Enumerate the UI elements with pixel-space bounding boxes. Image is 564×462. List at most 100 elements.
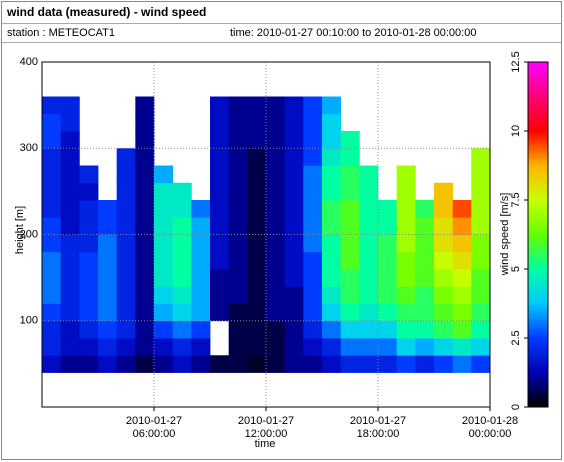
heat-cell (303, 355, 323, 373)
heat-cell (79, 355, 99, 373)
heat-cell (42, 200, 62, 218)
heat-cell (191, 234, 211, 253)
heat-cell (191, 303, 211, 322)
heat-cell (135, 286, 155, 304)
x-tick-label: 2010-01-28 00:00:00 (462, 415, 518, 440)
heat-cell (172, 251, 192, 270)
heat-cell (340, 148, 360, 166)
heat-cell (471, 320, 491, 339)
heat-cell (322, 251, 342, 270)
heat-cell (396, 182, 416, 201)
heat-cell (434, 269, 454, 287)
x-axis-label: time (255, 438, 276, 450)
heat-cell (228, 217, 248, 235)
heat-cell (60, 286, 80, 304)
heat-cell (322, 165, 342, 184)
heat-cell (247, 320, 267, 339)
heat-cell (116, 269, 136, 287)
heat-cell (284, 131, 304, 149)
heat-cell (116, 200, 136, 218)
heat-cell (471, 269, 491, 287)
heat-cell (135, 113, 155, 132)
heat-cell (79, 165, 99, 184)
heat-cell (266, 286, 286, 304)
heat-cell (284, 251, 304, 270)
heat-cell (359, 269, 379, 287)
heat-cell (359, 182, 379, 201)
heat-cell (210, 165, 230, 184)
heat-cell (284, 320, 304, 339)
heat-cell (247, 286, 267, 304)
heat-cell (60, 113, 80, 132)
heat-cell (434, 286, 454, 304)
heat-cell (228, 96, 248, 115)
heat-cell (60, 251, 80, 270)
heat-cell (191, 286, 211, 304)
heat-cell (228, 234, 248, 253)
heat-cell (378, 338, 398, 356)
heat-cell (340, 338, 360, 356)
heat-cell (154, 251, 174, 270)
heat-cell (228, 320, 248, 339)
heat-cell (210, 200, 230, 218)
heat-cell (322, 303, 342, 322)
heat-cell (266, 217, 286, 235)
heat-cell (247, 165, 267, 184)
heat-cell (135, 165, 155, 184)
heat-cell (284, 148, 304, 166)
heat-cell (154, 320, 174, 339)
heat-cell (210, 355, 230, 373)
heat-cell (135, 131, 155, 149)
heat-cell (135, 355, 155, 373)
heat-cell (60, 148, 80, 166)
heat-cell (303, 217, 323, 235)
heat-cell (378, 251, 398, 270)
heat-cell (60, 303, 80, 322)
heat-cell (340, 286, 360, 304)
heat-cell (415, 303, 435, 322)
heat-cell (228, 200, 248, 218)
heat-cell (79, 320, 99, 339)
heat-cell (359, 217, 379, 235)
heat-cell (60, 338, 80, 356)
heat-cell (266, 200, 286, 218)
heat-cell (434, 251, 454, 270)
heat-cell (322, 320, 342, 339)
heat-cell (98, 286, 118, 304)
heat-cell (266, 165, 286, 184)
heat-cell (434, 320, 454, 339)
heat-cell (42, 182, 62, 201)
heat-cell (79, 200, 99, 218)
heat-cell (42, 217, 62, 235)
heat-cell (303, 303, 323, 322)
heat-cell (210, 96, 230, 115)
heat-cell (247, 113, 267, 132)
heat-cell (322, 148, 342, 166)
heat-cell (116, 165, 136, 184)
heat-cell (471, 286, 491, 304)
heat-cell (60, 269, 80, 287)
heat-cell (135, 269, 155, 287)
heat-cell (42, 269, 62, 287)
heat-cell (359, 286, 379, 304)
heat-cell (154, 165, 174, 184)
heat-cell (303, 251, 323, 270)
heat-cell (154, 338, 174, 356)
heat-cell (247, 234, 267, 253)
heat-cell (415, 217, 435, 235)
heat-cell (266, 96, 286, 115)
y-tick-label: 400 (20, 56, 38, 68)
heat-cell (266, 269, 286, 287)
heat-cell (79, 269, 99, 287)
heat-cell (210, 148, 230, 166)
heat-cell (452, 200, 472, 218)
heat-cell (452, 286, 472, 304)
heat-cell (60, 320, 80, 339)
heat-cell (359, 303, 379, 322)
heat-cell (98, 251, 118, 270)
heat-cell (210, 182, 230, 201)
heat-cell (266, 148, 286, 166)
heat-cell (452, 217, 472, 235)
heat-cell (228, 251, 248, 270)
heat-cell (396, 338, 416, 356)
